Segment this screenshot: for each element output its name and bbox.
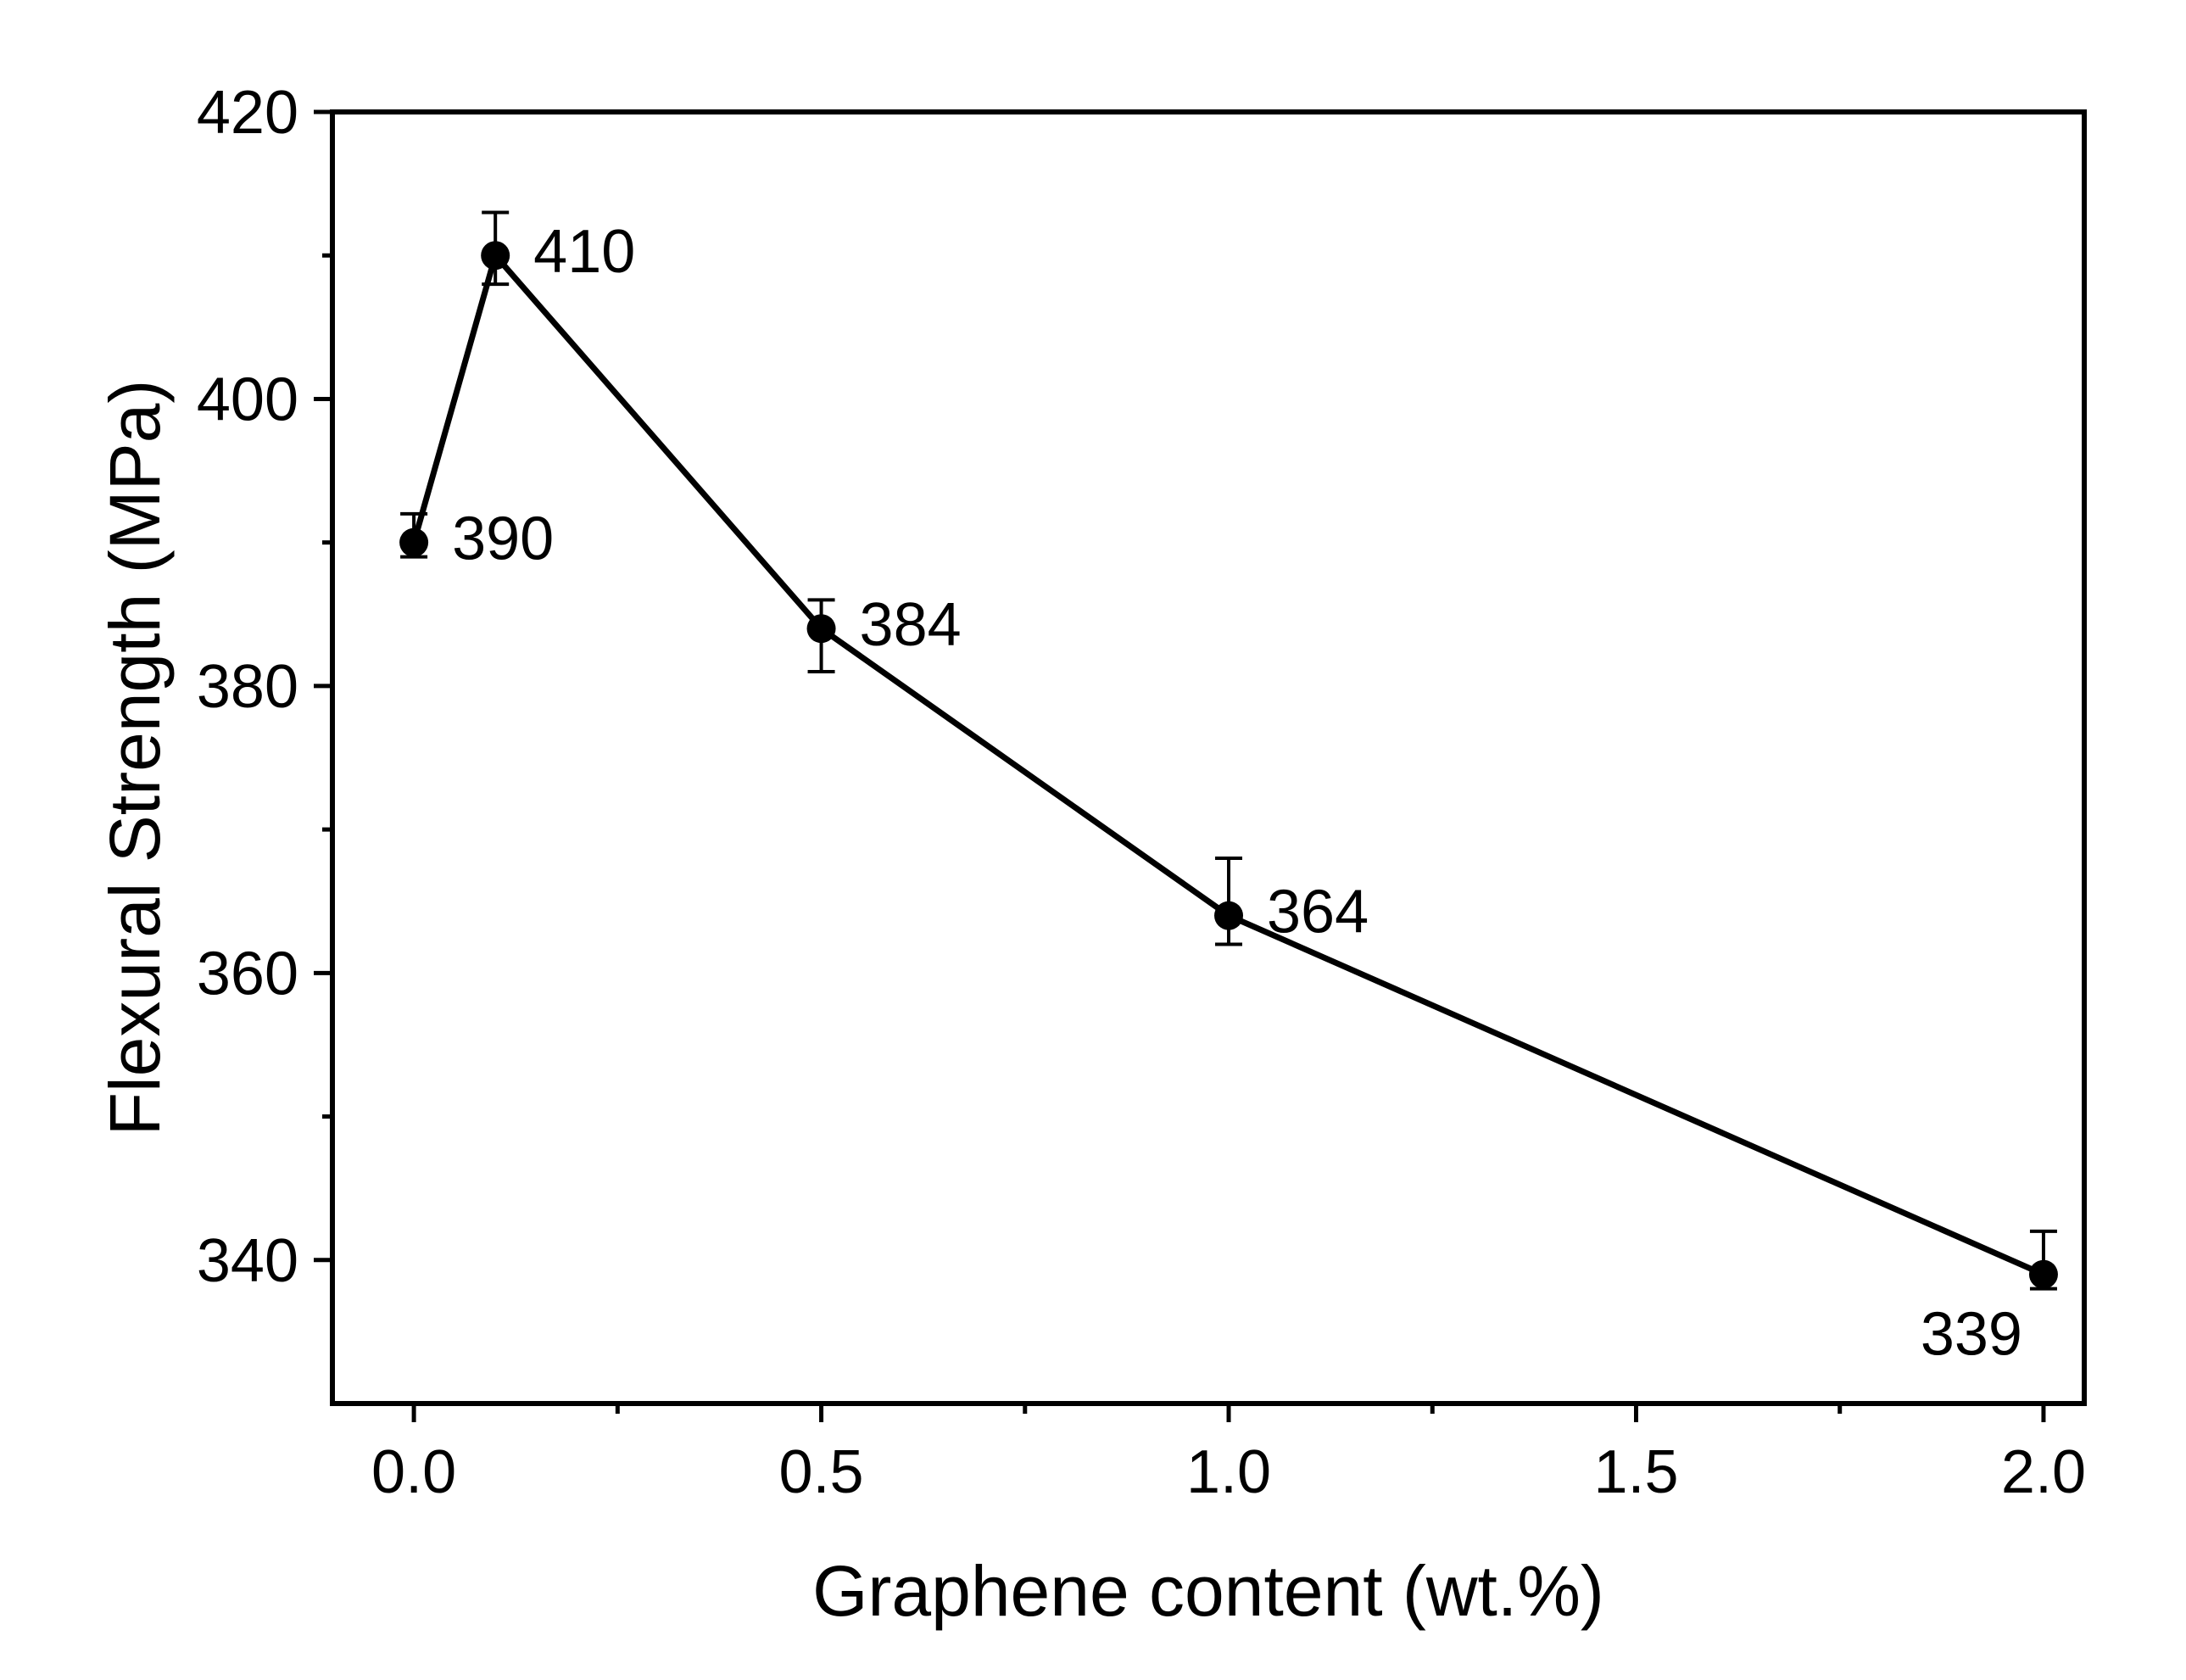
x-tick-label: 1.5: [1593, 1438, 1678, 1506]
x-tick-label: 0.0: [371, 1438, 456, 1506]
data-series: 390 410 384 364 339: [399, 210, 2058, 1369]
y-tick-label: 340: [197, 1227, 298, 1295]
data-point: [481, 241, 510, 271]
y-axis-title: Flexural Strength (MPa): [95, 380, 175, 1136]
data-label: 339: [1921, 1301, 2022, 1369]
x-axis-title: Graphene content (wt.%): [812, 1551, 1604, 1631]
x-tick-label: 0.5: [779, 1438, 864, 1506]
y-tick-label: 360: [197, 940, 298, 1007]
y-tick-label: 420: [197, 79, 298, 147]
axis-ticks: 0.0 0.5 1.0 1.5 2.0 340 360 380 400 420: [197, 79, 2086, 1506]
x-tick-label: 1.0: [1186, 1438, 1271, 1506]
plot-frame: [330, 109, 2087, 1406]
x-tick-label: 2.0: [2001, 1438, 2086, 1506]
data-label: 410: [533, 218, 635, 286]
data-point: [2028, 1259, 2058, 1289]
data-label: 384: [860, 591, 962, 659]
y-tick-label: 380: [197, 653, 298, 721]
series-line: [410, 252, 2045, 1277]
data-point: [1214, 901, 1244, 930]
data-point: [806, 614, 836, 644]
data-label: 364: [1267, 879, 1369, 946]
data-point: [399, 527, 429, 557]
y-tick-label: 400: [197, 366, 298, 433]
data-label: 390: [452, 505, 554, 573]
